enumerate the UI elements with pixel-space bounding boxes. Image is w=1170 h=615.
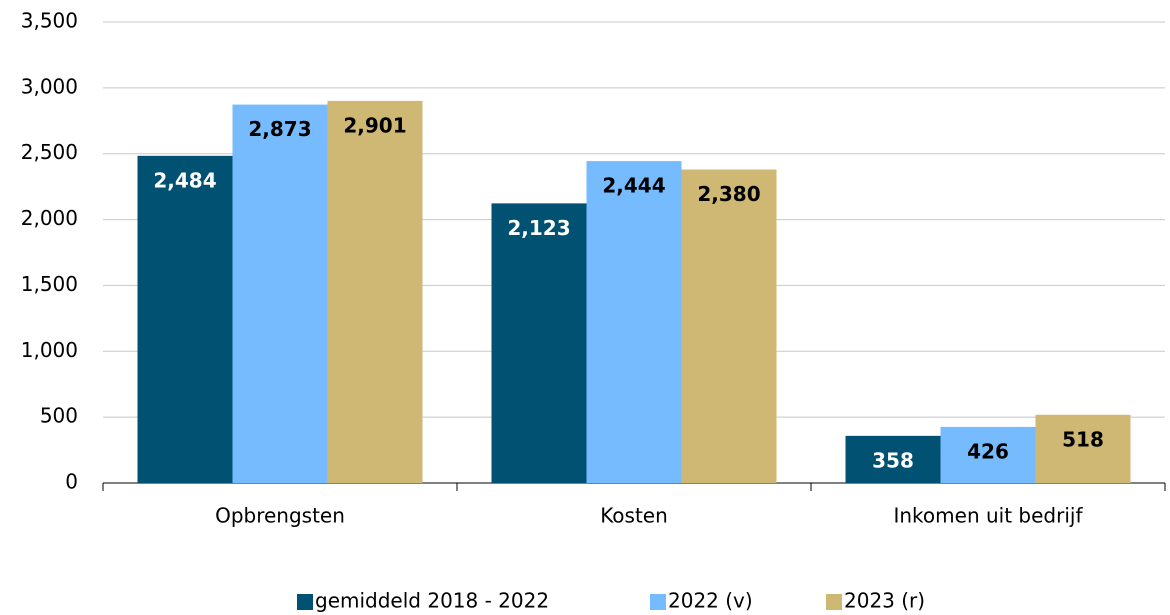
bar (681, 169, 777, 483)
legend-swatch (297, 594, 313, 610)
bar (845, 435, 941, 483)
data-label: 518 (1062, 427, 1104, 451)
data-label: 358 (872, 448, 914, 472)
bar (232, 104, 328, 484)
bar (491, 203, 587, 483)
x-tick-label: Inkomen uit bedrijf (893, 504, 1083, 528)
legend-label: gemiddeld 2018 - 2022 (315, 589, 549, 613)
y-tick-label: 3,000 (21, 74, 78, 98)
data-label: 2,873 (248, 117, 311, 141)
y-tick-label: 2,500 (21, 140, 78, 164)
y-tick-label: 1,000 (21, 338, 78, 362)
x-tick-label: Kosten (600, 504, 668, 528)
data-label: 2,380 (697, 182, 760, 206)
y-tick-label: 1,500 (21, 272, 78, 296)
data-label: 2,901 (343, 113, 406, 137)
y-tick-label: 0 (65, 470, 78, 494)
bar (940, 426, 1036, 483)
legend-swatch (826, 594, 842, 610)
y-tick-label: 3,500 (21, 9, 78, 33)
data-label: 2,444 (602, 174, 665, 198)
bar (1035, 414, 1131, 483)
legend-label: 2023 (r) (844, 589, 925, 613)
bar (327, 100, 423, 484)
legend-label: 2022 (v) (668, 589, 753, 613)
data-label: 2,123 (507, 216, 570, 240)
bar (586, 161, 682, 484)
y-tick-label: 500 (40, 404, 78, 428)
data-label: 2,484 (153, 168, 216, 192)
bar (137, 155, 233, 483)
y-tick-label: 2,000 (21, 206, 78, 230)
x-tick-label: Opbrengsten (215, 504, 345, 528)
legend-swatch (650, 594, 666, 610)
data-label: 426 (967, 439, 1009, 463)
